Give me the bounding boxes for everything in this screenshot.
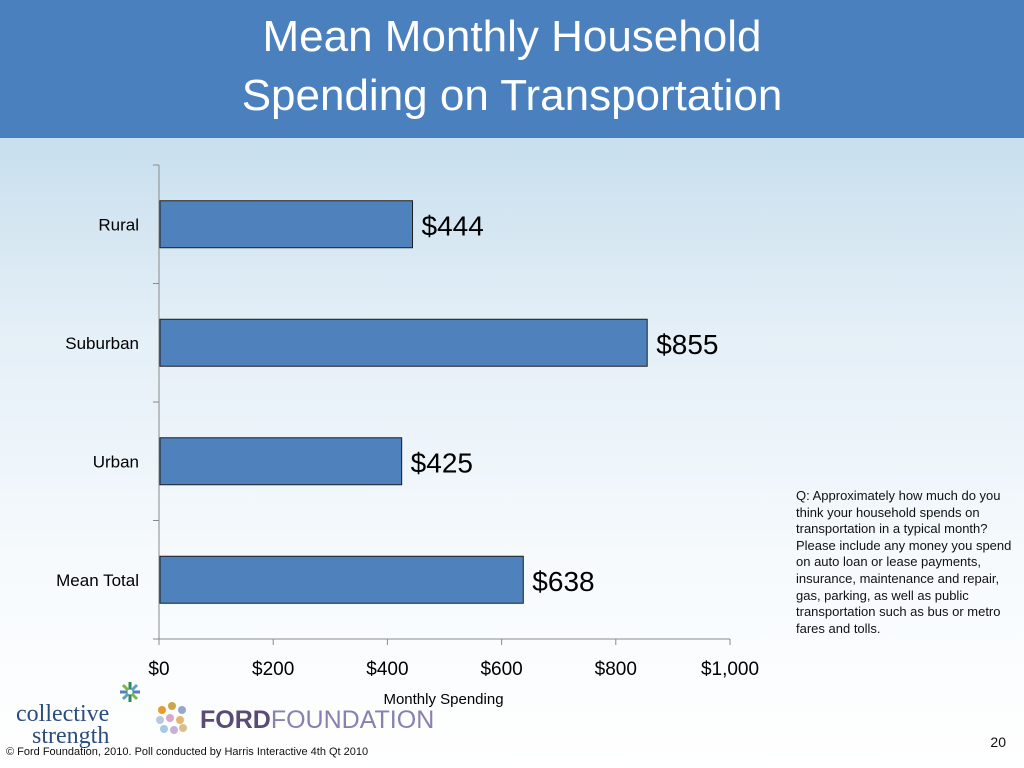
x-tick-label: $600: [480, 659, 522, 680]
bar: [159, 437, 403, 486]
flower-icon: [120, 682, 140, 702]
ford-text: FORD: [200, 706, 271, 734]
slide-title-line-2: Spending on Transportation: [241, 71, 783, 120]
page-number: 20: [990, 734, 1006, 750]
x-tick-label: $800: [595, 659, 637, 680]
bar: [159, 318, 648, 367]
ford-foundation-logo: FORDFOUNDATION: [156, 702, 434, 734]
data-label: $638: [532, 566, 594, 597]
slide-title-line-1: Mean Monthly Household: [262, 12, 762, 61]
footer-copyright: © Ford Foundation, 2010. Poll conducted …: [6, 746, 369, 758]
collective-strength-logo: collective strength: [16, 682, 140, 749]
x-axis-title: Monthly Spending: [383, 691, 503, 708]
category-label: Mean Total: [56, 571, 139, 590]
data-label: $425: [411, 447, 473, 478]
foundation-text: FOUNDATION: [271, 706, 434, 734]
svg-text:FORDFOUNDATION: FORDFOUNDATION: [200, 706, 434, 734]
category-label: Urban: [93, 452, 139, 471]
survey-question-note: Q: Approximately how much do you think y…: [796, 488, 1012, 636]
title-bar: Mean Monthly Household Spending on Trans…: [0, 0, 1024, 138]
data-label: $855: [656, 329, 718, 360]
strength-text: strength: [32, 723, 109, 749]
category-label: Rural: [98, 215, 139, 234]
bar: [159, 200, 414, 249]
x-tick-label: $200: [252, 659, 294, 680]
bar: [159, 555, 524, 604]
data-label: $444: [422, 210, 484, 241]
x-tick-label: $400: [366, 659, 408, 680]
category-label: Suburban: [65, 334, 139, 353]
x-tick-label: $1,000: [701, 659, 759, 680]
collective-text: collective: [16, 701, 109, 727]
x-tick-label: $0: [148, 659, 169, 680]
ford-foundation-emblem-icon: [156, 702, 187, 734]
